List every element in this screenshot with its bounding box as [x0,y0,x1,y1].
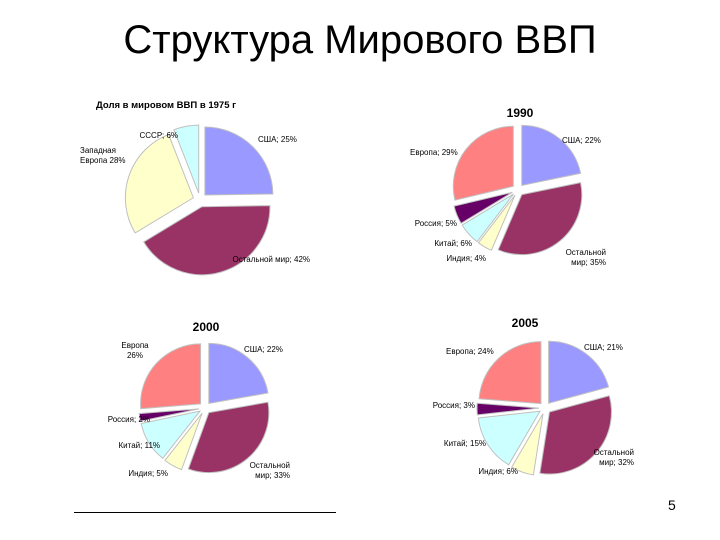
pie-chart-1: Доля в мировом ВВП в 1975 г США; 25% Остал… [80,100,310,276]
pie-slice-европа [452,125,514,201]
pie-slice-европа [140,343,202,410]
slice-label-остальной-мир: Остальной мир; 42% [232,255,310,264]
slice-label-россия: Россия; 5% [415,219,457,228]
slice-label-сша: США; 22% [562,136,601,145]
page-number: 5 [668,497,676,513]
pie-slice-западная-европа [124,133,194,234]
chart-title: 2000 [193,320,220,334]
chart-title: 1990 [507,106,534,120]
pie-slice-россия [476,402,540,416]
pie-slice-остальной-мир [187,401,270,474]
pie-slice-ссср [173,124,200,194]
pie-slice-китай [140,410,202,460]
slice-label-остальной-мир: Остальной мир; 35% [566,248,606,267]
slice-label-западная-европа: Западная Европа 28% [80,146,126,165]
slice-label-европа: Европа; 24% [446,347,494,356]
slice-label-сша: США; 25% [258,135,297,144]
slice-label-индия: Индия; 5% [128,469,168,478]
slice-label-индия: Индия; 6% [478,467,518,476]
slice-label-россия: Россия; 2% [108,415,150,424]
pie-slice-сша [208,342,269,404]
slice-label-россия: Россия; 3% [433,401,475,410]
pie-slice-китай [461,193,514,243]
slide-title: Структура Мирового ВВП [123,18,597,62]
chart-title: Доля в мировом ВВП в 1975 г [96,100,236,111]
pie-chart-3: 2000 США; 22% Остальной мир; 33% Индия; 5% Ки… [108,320,290,480]
slice-label-китай: Китай; 6% [434,239,472,248]
pie-slice-остальной-мир [539,395,612,475]
slice-label-сша: США; 21% [584,343,623,352]
slice-label-китай: Китай; 11% [119,441,160,450]
slice-label-европа: Европа; 29% [410,148,458,157]
slice-label-индия: Индия; 4% [446,254,486,263]
slice-label-китай: Китай; 15% [444,439,486,448]
slice-label-остальной-мир: Остальной мир; 33% [250,461,290,480]
pie-slice-китай [477,410,541,466]
pie-slice-остальной-мир [497,182,583,256]
pie-slice-россия [138,408,200,422]
pie-slice-сша [548,340,610,404]
pie-slice-индия [164,412,203,471]
pie-slice-остальной-мир [143,205,271,276]
pie-slice-индия [477,194,516,251]
slice-label-ссср: СССР; 6% [140,131,179,140]
footer-rule [74,512,336,513]
slice-label-остальной-мир: Остальной мир; 32% [594,448,634,467]
pie-slice-сша [521,124,582,186]
pie-chart-2: 1990 США; 22% Остальной мир; 35% Индия; 4% Ки… [410,106,606,267]
pie-slice-сша [204,126,274,196]
pie-slice-индия [511,413,544,476]
slice-label-европа: Европа 26% [121,341,149,360]
chart-title: 2005 [512,316,539,330]
pie-slice-россия [453,191,513,225]
slice-label-сша: США; 22% [244,345,283,354]
pie-slice-европа [478,341,542,405]
pie-chart-4: 2005 США; 21% Остальной мир; 32% Индия; 6% Ки… [433,316,634,476]
